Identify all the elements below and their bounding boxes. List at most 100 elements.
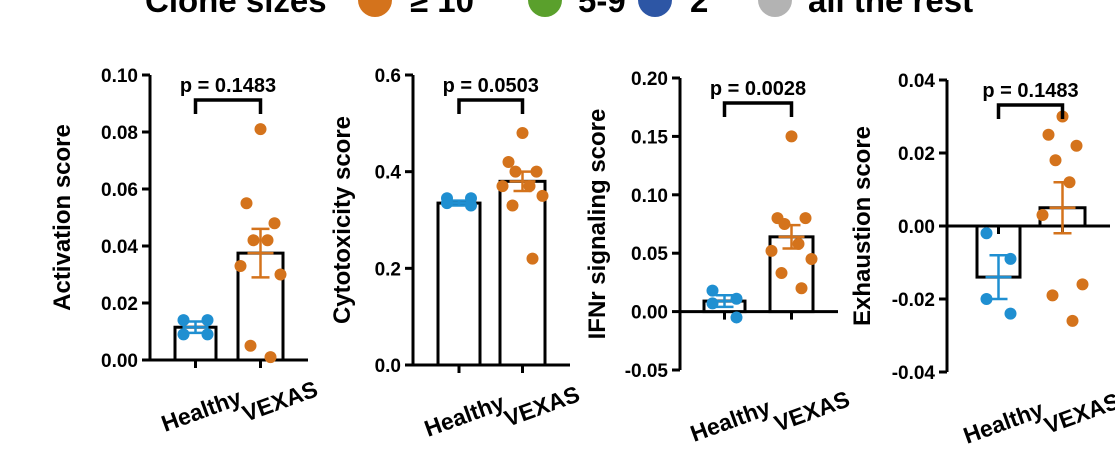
x-category-label: Healthy (960, 396, 1047, 449)
y-tick-label: 0.15 (631, 127, 668, 148)
significance-bracket (722, 101, 794, 117)
x-category-label: VEXAS (239, 376, 321, 427)
data-point (1004, 307, 1017, 320)
y-tick-label: 0.02 (898, 144, 935, 165)
legend-title: Clone sizes (145, 0, 327, 19)
data-point (234, 259, 247, 272)
p-value-label: p = 0.1483 (180, 75, 276, 97)
data-point (536, 189, 549, 202)
y-tick-label: -0.02 (892, 290, 935, 311)
panel-4: -0.04 -0.02 0.00 0.02 0.04 Exhaustion score He… (849, 71, 1115, 449)
data-point (1042, 128, 1055, 141)
legend-label-2: 2 (690, 0, 708, 19)
y-axis-label: Exhaustion score (849, 126, 876, 326)
legend-label-3: all the rest (808, 0, 973, 19)
y-tick-label: 0.10 (631, 186, 668, 207)
legend-label-1: 5-9 (578, 0, 626, 19)
legend-items: ≥ 10 5-9 2 all the rest (358, 0, 973, 19)
significance-bracket (193, 98, 263, 114)
legend: Clone sizes ≥ 10 5-9 2 all the rest (145, 0, 973, 19)
y-tick-label: 0.04 (898, 71, 935, 92)
x-category-label: Healthy (421, 389, 508, 442)
data-point (1036, 209, 1049, 222)
y-tick-label: 0.04 (101, 237, 138, 258)
y-tick-label: 0.06 (101, 180, 138, 201)
data-point (706, 297, 719, 310)
x-category-label: Healthy (687, 394, 774, 447)
data-point (980, 293, 993, 305)
data-point (1070, 139, 1083, 152)
data-point (201, 314, 214, 327)
bar-vexas (498, 179, 547, 367)
significance-bracket (457, 98, 525, 114)
y-tick-label: 0.05 (631, 244, 668, 265)
legend-label-0: ≥ 10 (410, 0, 474, 19)
data-point (247, 234, 260, 247)
y-tick-label: 0.10 (101, 66, 138, 87)
p-value-label: p = 0.0028 (710, 78, 806, 100)
y-tick-label: 0.00 (631, 303, 668, 324)
data-point (496, 180, 509, 193)
y-tick-label: 0.00 (898, 217, 935, 238)
data-point (785, 130, 798, 143)
y-axis-label: Cytotoxicity score (329, 116, 356, 324)
legend-marker-0 (358, 0, 392, 17)
data-point (795, 282, 808, 295)
data-point (805, 253, 818, 266)
significance-bracket (996, 103, 1065, 119)
y-axis-label: Activation score (49, 124, 76, 311)
y-tick-label: 0.00 (101, 351, 138, 372)
data-point (530, 165, 543, 178)
data-point (526, 252, 539, 265)
p-value-label: p = 0.0503 (443, 75, 539, 97)
legend-marker-3 (758, 0, 792, 17)
data-point (441, 197, 453, 210)
y-tick-label: -0.05 (625, 361, 669, 382)
panel-3: -0.05 0.00 0.05 0.10 0.15 0.20 IFNr signaling … (584, 69, 853, 447)
y-tick-label: 0.6 (375, 66, 401, 87)
data-point (1046, 289, 1059, 302)
data-point (730, 311, 743, 324)
data-point (177, 314, 190, 327)
data-point (765, 244, 778, 257)
y-tick-label: 0.4 (375, 163, 402, 184)
data-point (1066, 314, 1079, 327)
legend-marker-1 (528, 0, 562, 17)
y-axis-label: IFNr signaling score (584, 109, 611, 340)
data-point (799, 212, 812, 225)
data-point (1063, 176, 1076, 189)
data-point (201, 328, 214, 341)
p-value-label: p = 0.1483 (982, 80, 1078, 102)
y-tick-label: 0.08 (101, 123, 138, 144)
data-point (509, 165, 522, 178)
data-point (274, 268, 287, 281)
data-point (730, 292, 743, 305)
x-category-label: VEXAS (501, 381, 583, 432)
y-tick-label: 0.02 (101, 294, 138, 315)
data-point (1049, 154, 1062, 167)
data-point (980, 227, 993, 240)
data-point (516, 127, 529, 139)
data-point (264, 351, 277, 364)
x-category-label: Healthy (158, 384, 245, 437)
data-point (706, 284, 719, 297)
data-point (261, 234, 274, 247)
data-point (177, 328, 190, 341)
x-category-label: VEXAS (771, 386, 853, 437)
y-tick-label: 0.0 (375, 356, 401, 377)
x-category-label: VEXAS (1041, 388, 1115, 439)
bar-healthy (436, 201, 482, 367)
data-point (506, 199, 519, 212)
panel-1: 0.00 0.02 0.04 0.06 0.08 0.10 Activation score… (49, 66, 321, 437)
data-point (1076, 278, 1089, 291)
y-tick-label: 0.2 (375, 259, 401, 280)
data-point (268, 217, 281, 230)
data-point (778, 218, 791, 230)
data-point (502, 156, 515, 168)
legend-marker-2 (638, 0, 672, 17)
data-point (1004, 252, 1017, 265)
data-point (775, 267, 788, 280)
data-point (523, 180, 536, 193)
y-tick-label: 0.20 (631, 69, 668, 90)
